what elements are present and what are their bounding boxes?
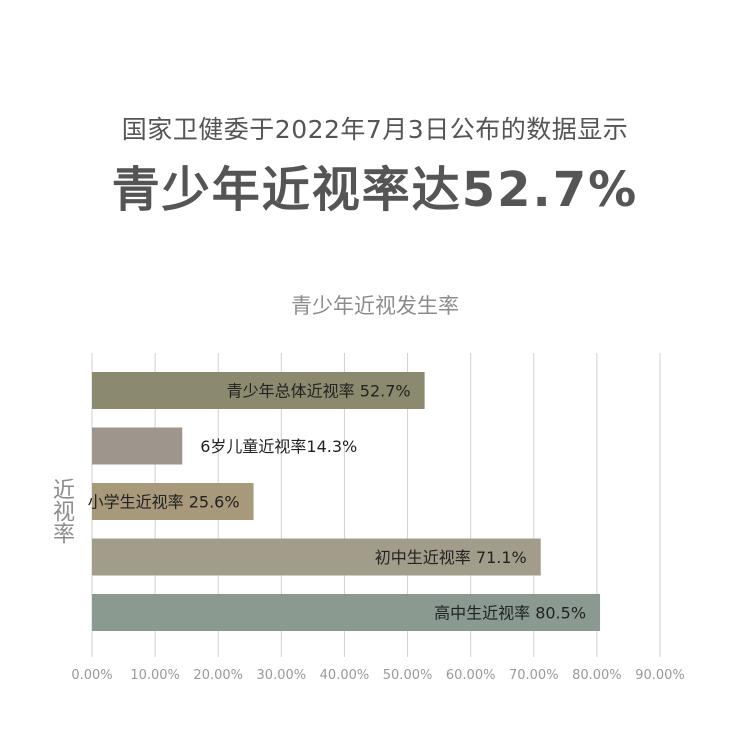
x-tick-label: 10.00% [130, 668, 180, 683]
bar-label: 小学生近视率 25.6% [88, 493, 240, 512]
bar-label: 青少年总体近视率 52.7% [227, 382, 411, 401]
bar [92, 483, 254, 520]
x-tick-label: 0.00% [71, 668, 112, 683]
x-tick-label: 20.00% [193, 668, 243, 683]
x-tick-label: 90.00% [635, 668, 685, 683]
x-tick-label: 40.00% [320, 668, 370, 683]
bar [92, 427, 183, 465]
subtitle: 国家卫健委于2022年7月3日公布的数据显示 [121, 115, 629, 144]
bar-label: 高中生近视率 80.5% [434, 604, 586, 623]
x-tick-label: 60.00% [446, 668, 496, 683]
bar-label: 6岁儿童近视率14.3% [200, 437, 357, 456]
x-tick-label: 70.00% [509, 668, 559, 683]
x-tick-label: 30.00% [257, 668, 307, 683]
page-title: 青少年近视率达52.7% [111, 162, 639, 218]
x-tick-label: 80.00% [572, 668, 622, 683]
chart-title: 青少年近视发生率 [291, 294, 459, 318]
bar [92, 594, 601, 631]
x-tick-label: 50.00% [383, 668, 433, 683]
y-axis-label: 近视率 [49, 478, 74, 544]
bar [92, 538, 541, 576]
bar-label: 初中生近视率 71.1% [375, 548, 527, 567]
bar [92, 372, 425, 409]
